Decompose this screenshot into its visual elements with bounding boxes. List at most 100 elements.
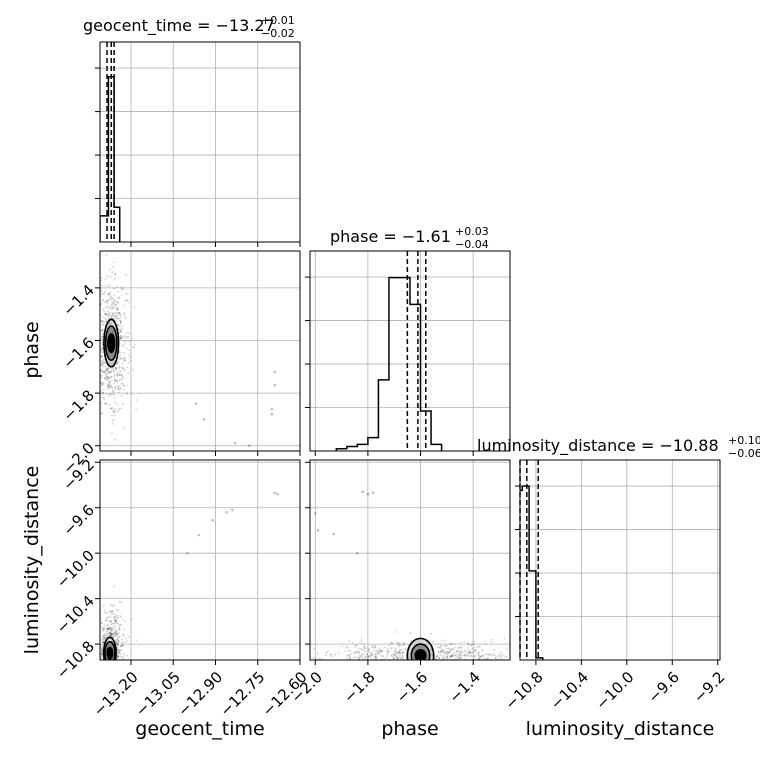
sample-point — [111, 634, 113, 637]
sample-point — [122, 367, 125, 370]
sample-point — [107, 367, 110, 369]
sample-point — [109, 615, 112, 618]
sample-point — [122, 633, 125, 636]
sample-point — [101, 654, 103, 657]
sample-point — [117, 656, 119, 659]
sample-point — [318, 657, 321, 660]
sample-point — [115, 304, 117, 307]
sample-point — [118, 625, 121, 628]
sample-point — [459, 657, 462, 659]
sample-point — [110, 620, 113, 623]
sample-point — [106, 612, 108, 615]
sample-point — [100, 650, 103, 653]
title-minus: −0.06 — [728, 447, 760, 460]
sample-point — [120, 649, 123, 652]
sample-point — [117, 361, 120, 364]
sample-point — [325, 651, 328, 654]
sample-point — [357, 647, 360, 650]
sample-point — [123, 369, 126, 371]
sample-point — [118, 297, 121, 300]
sample-point — [114, 622, 117, 625]
sample-point — [126, 393, 129, 396]
title-main: luminosity_distance = −10.88 — [477, 436, 719, 456]
title-geocent_time: geocent_time = −13.27 +0.01 −0.02 — [83, 14, 295, 40]
sample-point — [111, 612, 113, 615]
sample-point — [346, 657, 349, 660]
sample-point — [103, 628, 106, 631]
sample-point — [117, 653, 119, 656]
sample-point — [358, 651, 360, 654]
sample-point — [100, 329, 103, 332]
sample-point — [105, 300, 108, 303]
sample-point — [119, 319, 122, 322]
sample-point — [112, 314, 115, 317]
sample-point — [100, 657, 103, 659]
sample-point — [106, 368, 109, 370]
sample-point — [119, 320, 122, 323]
sample-point — [372, 646, 375, 648]
sample-point — [102, 388, 105, 391]
sample-point — [434, 656, 437, 659]
sample-point — [359, 641, 362, 644]
sample-point — [315, 658, 318, 660]
sample-point — [105, 368, 107, 371]
sample-point — [381, 649, 384, 652]
sample-point — [122, 357, 125, 360]
sample-point — [103, 321, 106, 324]
sample-point — [330, 655, 333, 658]
sample-point — [111, 271, 114, 274]
sample-point — [476, 645, 479, 648]
sample-point — [448, 656, 451, 659]
sample-point — [108, 306, 110, 309]
sample-point — [118, 373, 121, 376]
sample-point — [109, 625, 112, 628]
sample-point — [116, 325, 119, 327]
sample-point — [121, 656, 124, 659]
sample-point — [374, 645, 377, 648]
sample-point — [106, 386, 109, 388]
outlier-point — [273, 491, 276, 495]
sample-point — [124, 315, 127, 317]
sample-point — [124, 299, 127, 302]
sample-point — [370, 652, 373, 655]
sample-point — [121, 362, 124, 365]
sample-point — [106, 628, 109, 631]
sample-point — [369, 655, 372, 658]
sample-point — [100, 330, 103, 332]
sample-point — [348, 654, 351, 657]
sample-point — [457, 646, 459, 649]
sample-point — [449, 654, 452, 657]
sample-point — [120, 378, 123, 381]
sample-point — [398, 651, 401, 654]
sample-point — [111, 422, 114, 425]
sample-point — [104, 377, 106, 380]
sample-point — [108, 293, 111, 296]
sample-point — [101, 368, 104, 371]
sample-point — [391, 657, 394, 659]
sample-point — [110, 301, 113, 304]
sample-point — [463, 654, 466, 657]
sample-point — [468, 652, 471, 655]
sample-point — [113, 634, 116, 637]
sample-point — [101, 308, 104, 311]
sample-point — [361, 640, 363, 642]
sample-point — [101, 359, 104, 362]
sample-point — [437, 651, 439, 653]
sample-point — [456, 656, 459, 659]
sample-point — [110, 627, 113, 630]
sample-point — [123, 360, 125, 362]
sample-point — [385, 649, 388, 652]
sample-point — [403, 648, 406, 651]
sample-point — [450, 648, 453, 651]
sample-point — [468, 651, 471, 654]
sample-point — [373, 644, 376, 647]
sample-point — [477, 652, 480, 654]
sample-point — [103, 635, 106, 638]
sample-point — [403, 651, 405, 654]
sample-point — [109, 632, 112, 635]
sample-point — [113, 303, 116, 306]
sample-point — [449, 655, 451, 658]
sample-point — [108, 298, 111, 301]
sample-point — [126, 336, 128, 338]
sample-point — [115, 629, 118, 632]
